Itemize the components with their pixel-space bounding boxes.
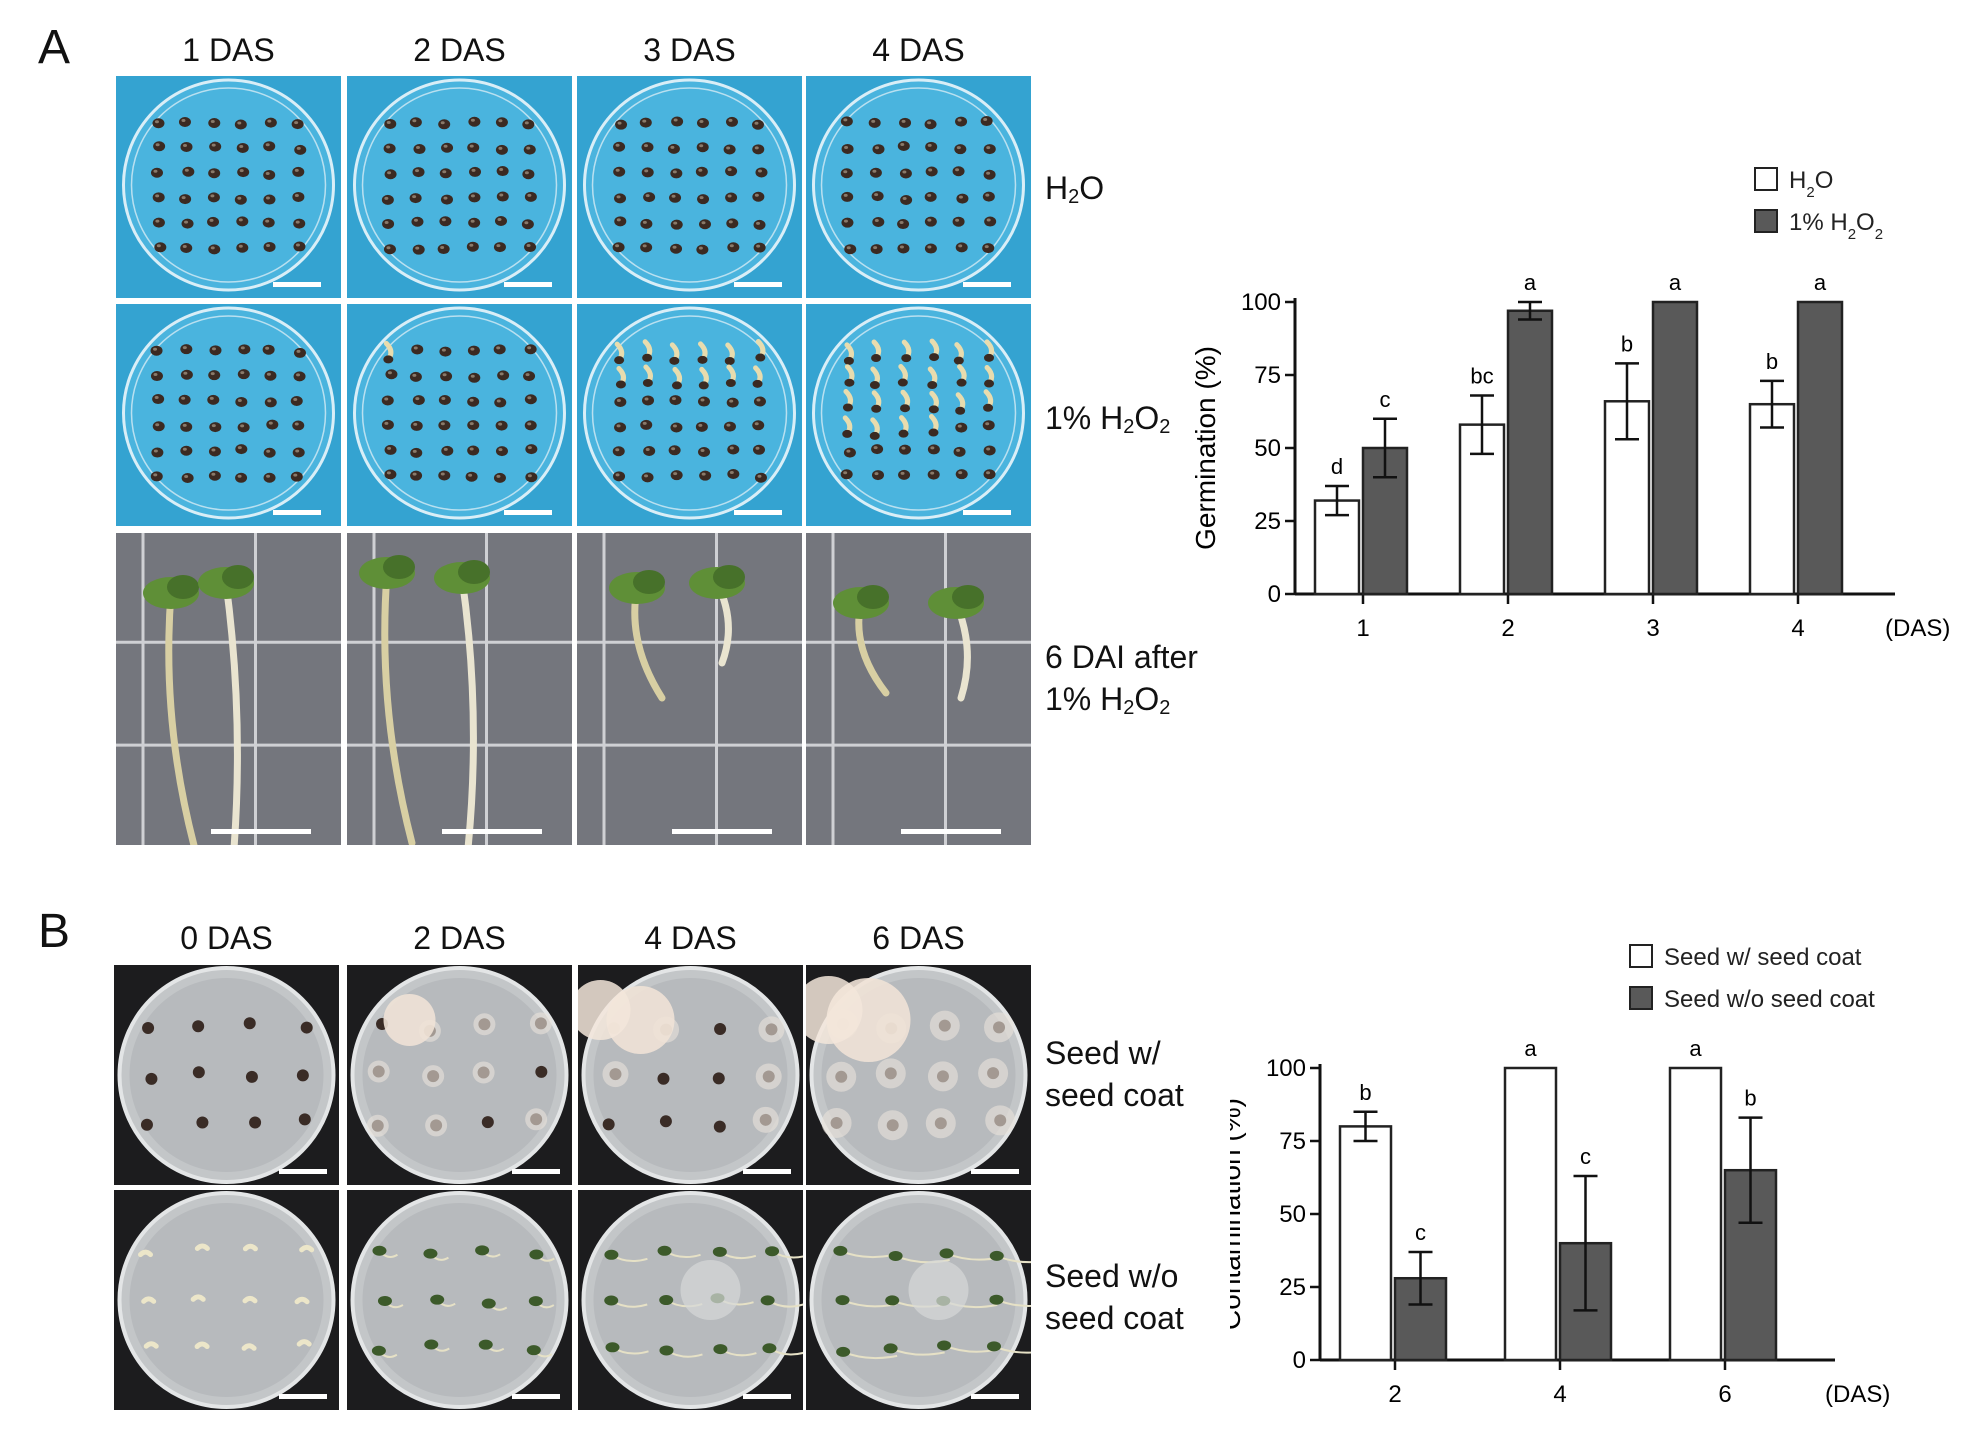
x-tick-label: 3 bbox=[1646, 615, 1659, 642]
x-tick-label: 4 bbox=[1553, 1381, 1566, 1408]
y-axis-title: Contamination (%) bbox=[1230, 1098, 1246, 1330]
panel-b-column-heading: 2 DAS bbox=[413, 920, 506, 956]
panel-a-row-label: 6 DAI after 1% H2O2 bbox=[1045, 639, 1198, 719]
panel-b-photo bbox=[578, 1190, 803, 1410]
y-tick-label: 0 bbox=[1293, 1347, 1306, 1374]
panel-a-column-heading: 4 DAS bbox=[872, 32, 965, 68]
significance-letter: b bbox=[1744, 1086, 1756, 1111]
x-axis-unit: (DAS) bbox=[1825, 1381, 1890, 1408]
svg-text:Seed w/o seed coat: Seed w/o seed coat bbox=[1664, 986, 1875, 1013]
y-tick-label: 50 bbox=[1279, 1201, 1306, 1228]
panel-b-photo bbox=[114, 965, 339, 1185]
legend-entry: Seed w/ seed coat bbox=[1629, 944, 1862, 971]
bar bbox=[1338, 1125, 1393, 1362]
panel-a-column-heading: 2 DAS bbox=[413, 32, 506, 68]
significance-letter: a bbox=[1814, 270, 1827, 295]
panel-b-row-label: Seed w/o seed coat bbox=[1045, 1258, 1184, 1336]
x-tick-label: 2 bbox=[1501, 615, 1514, 642]
significance-letter: b bbox=[1621, 331, 1633, 356]
panel-b-column-heading: 0 DAS bbox=[180, 920, 273, 956]
significance-letter: b bbox=[1766, 349, 1778, 374]
panel-a-photo bbox=[116, 533, 341, 845]
significance-letter: b bbox=[1359, 1080, 1371, 1105]
panel-a-row-label: 1% H2O2 bbox=[1045, 400, 1171, 438]
panel-b-letter: B bbox=[38, 905, 71, 958]
y-tick-label: 50 bbox=[1254, 435, 1281, 462]
significance-letter: c bbox=[1580, 1144, 1591, 1169]
panel-b-row-label: Seed w/seed coat bbox=[1045, 1035, 1184, 1113]
panel-a-column-heading: 1 DAS bbox=[182, 32, 275, 68]
legend-entry: H2O bbox=[1754, 167, 1833, 201]
bar bbox=[1748, 402, 1796, 596]
y-tick-label: 75 bbox=[1254, 362, 1281, 389]
x-tick-label: 1 bbox=[1356, 615, 1369, 642]
y-tick-label: 100 bbox=[1266, 1055, 1306, 1082]
bar bbox=[1651, 300, 1699, 596]
significance-letter: c bbox=[1415, 1220, 1426, 1245]
significance-letter: d bbox=[1331, 454, 1343, 479]
panel-a-photo bbox=[347, 76, 572, 298]
x-tick-label: 4 bbox=[1791, 615, 1804, 642]
panel-a-row-label: H2O bbox=[1045, 170, 1105, 208]
panel-b-photo bbox=[806, 1190, 1031, 1410]
y-tick-label: 25 bbox=[1279, 1274, 1306, 1301]
panel-a-photo bbox=[347, 304, 572, 526]
panel-b-photo bbox=[347, 965, 572, 1185]
bar bbox=[1796, 300, 1844, 596]
panel-b-photo bbox=[578, 965, 803, 1185]
y-tick-label: 0 bbox=[1268, 581, 1281, 608]
contamination-chart: Seed w/ seed coat Seed w/o seed coat 0 25 50… bbox=[1215, 930, 1960, 1420]
significance-letter: a bbox=[1669, 270, 1682, 295]
panel-a-photo bbox=[577, 76, 802, 298]
panel-a-photo bbox=[806, 76, 1031, 298]
y-tick-label: 75 bbox=[1279, 1128, 1306, 1155]
panel-b-column-heading: 4 DAS bbox=[644, 920, 737, 956]
significance-letter: bc bbox=[1470, 363, 1493, 388]
significance-letter: a bbox=[1524, 1036, 1537, 1061]
panel-a-letter: A bbox=[38, 21, 71, 74]
x-axis-unit: (DAS) bbox=[1885, 615, 1950, 642]
y-axis-title: Germination (%) bbox=[1195, 346, 1221, 550]
panel-b-photo bbox=[347, 1190, 572, 1410]
panel-b-photo bbox=[114, 1190, 339, 1410]
svg-text:H2O: H2O bbox=[1789, 167, 1833, 201]
panel-a-photo bbox=[806, 304, 1031, 526]
significance-letter: a bbox=[1524, 270, 1537, 295]
panel-a-photo bbox=[116, 76, 341, 298]
panel-a-column-heading: 3 DAS bbox=[643, 32, 736, 68]
panel-a-photo bbox=[577, 533, 802, 845]
svg-text:Seed w/ seed coat: Seed w/ seed coat bbox=[1664, 944, 1862, 971]
significance-letter: c bbox=[1380, 387, 1391, 412]
panel-b-photo bbox=[806, 965, 1031, 1185]
panel-b-column-heading: 6 DAS bbox=[872, 920, 965, 956]
panel-a-photo bbox=[347, 533, 572, 845]
x-tick-label: 6 bbox=[1718, 1381, 1731, 1408]
bar bbox=[1668, 1066, 1723, 1362]
bar bbox=[1506, 309, 1554, 596]
x-tick-label: 2 bbox=[1388, 1381, 1401, 1408]
significance-letter: a bbox=[1689, 1036, 1702, 1061]
panel-a-photo bbox=[116, 304, 341, 526]
y-tick-label: 25 bbox=[1254, 508, 1281, 535]
germination-chart: H2O 1% H2O2 0 25 50 75 100 Germination (%) 1 d c 2 b… bbox=[1190, 160, 1955, 660]
legend-entry: 1% H2O2 bbox=[1754, 209, 1883, 243]
panel-a-photo bbox=[806, 533, 1031, 845]
panel-a-photo bbox=[577, 304, 802, 526]
bar bbox=[1503, 1066, 1558, 1362]
svg-text:1% H2O2: 1% H2O2 bbox=[1789, 209, 1883, 243]
y-tick-label: 100 bbox=[1241, 289, 1281, 316]
legend-entry: Seed w/o seed coat bbox=[1629, 986, 1875, 1013]
